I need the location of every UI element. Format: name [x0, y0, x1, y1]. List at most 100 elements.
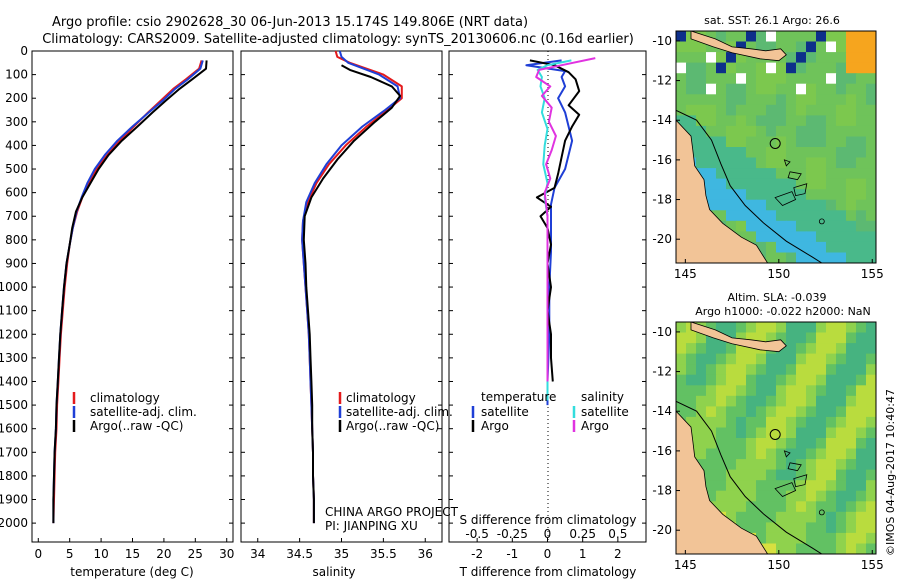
- heatmap-cell: [776, 115, 787, 127]
- heatmap-cell: [706, 136, 717, 148]
- heatmap-cell: [826, 322, 837, 334]
- heatmap-cell: [856, 157, 867, 169]
- heatmap-cell: [796, 522, 807, 534]
- heatmap-cell: [726, 427, 737, 439]
- heatmap-cell: [736, 210, 747, 222]
- heatmap-cell: [776, 332, 787, 344]
- heatmap-cell: [726, 31, 737, 43]
- heatmap-cell: [836, 427, 847, 439]
- project-pi: PI: JIANPING XU: [325, 519, 418, 533]
- heatmap-cell: [826, 241, 837, 253]
- heatmap-cell: [806, 41, 817, 53]
- heatmap-cell: [786, 543, 797, 554]
- heatmap-cell: [846, 125, 857, 137]
- heatmap-cell: [856, 364, 867, 376]
- heatmap-cell: [826, 210, 837, 222]
- heatmap-cell: [746, 178, 757, 190]
- heatmap-cell: [846, 416, 857, 428]
- heatmap-cell: [726, 364, 737, 376]
- heatmap-cell: [766, 220, 777, 232]
- heatmap-cell: [676, 406, 687, 418]
- heatmap-cell: [826, 501, 837, 513]
- heatmap-cell: [756, 136, 767, 148]
- heatmap-cell: [706, 395, 717, 407]
- heatmap-cell: [866, 364, 876, 376]
- heatmap-cell: [856, 168, 867, 180]
- heatmap-cell: [726, 322, 737, 334]
- heatmap-cell: [786, 125, 797, 137]
- heatmap-cell: [786, 385, 797, 397]
- heatmap-cell: [836, 353, 847, 365]
- heatmap-cell: [736, 501, 747, 513]
- heatmap-cell: [706, 189, 717, 201]
- heatmap-cell: [796, 364, 807, 376]
- heatmap-cell: [786, 252, 797, 263]
- heatmap-cell: [786, 374, 797, 386]
- heatmap-cell: [846, 220, 857, 232]
- heatmap-cell: [776, 448, 787, 460]
- heatmap-cell: [706, 332, 717, 344]
- heatmap-cell: [806, 469, 817, 481]
- x-tick-label: 0: [544, 547, 552, 561]
- heatmap-cell: [696, 94, 707, 106]
- heatmap-cell: [706, 168, 717, 180]
- heatmap-cell: [736, 385, 747, 397]
- depth-tick-label: 800: [5, 233, 28, 247]
- heatmap-cell: [706, 199, 717, 211]
- heatmap-cell: [826, 332, 837, 344]
- heatmap-cell: [796, 62, 807, 74]
- heatmap-cell: [736, 178, 747, 190]
- heatmap-cell: [826, 62, 837, 74]
- heatmap-cell: [826, 385, 837, 397]
- heatmap-cell: [756, 322, 767, 334]
- heatmap-cell: [826, 115, 837, 127]
- heatmap-cell: [756, 332, 767, 344]
- heatmap-cell: [756, 438, 767, 450]
- heatmap-cell: [696, 136, 707, 148]
- heatmap-cell: [846, 438, 857, 450]
- heatmap-cell: [776, 501, 787, 513]
- heatmap-cell: [846, 147, 857, 159]
- heatmap-cell: [786, 406, 797, 418]
- heatmap-cell: [736, 427, 747, 439]
- heatmap-cell: [796, 438, 807, 450]
- heatmap-cell: [816, 231, 827, 243]
- heatmap-cell: [796, 241, 807, 253]
- heatmap-cell: [716, 210, 727, 222]
- heatmap-cell: [836, 83, 847, 95]
- heatmap-cell: [786, 62, 797, 74]
- heatmap-cell: [696, 83, 707, 95]
- heatmap-cell: [746, 210, 757, 222]
- heatmap-cell: [766, 73, 777, 85]
- legend-label-climatology: climatology: [90, 391, 160, 405]
- reef-outline: [787, 462, 802, 472]
- heatmap-cell: [776, 241, 787, 253]
- heatmap-cell: [736, 511, 747, 523]
- heatmap-cell: [836, 157, 847, 169]
- heatmap-cell: [806, 168, 817, 180]
- heatmap-cell: [766, 125, 777, 137]
- heatmap-cell: [836, 115, 847, 127]
- heatmap-cell: [866, 459, 876, 471]
- heatmap-cell: [746, 469, 757, 481]
- heatmap-cell: [826, 427, 837, 439]
- heatmap-cell: [726, 73, 737, 85]
- heatmap-cell: [846, 115, 857, 127]
- heatmap-cell: [716, 427, 727, 439]
- heatmap-cell: [776, 322, 787, 334]
- heatmap-cell: [726, 469, 737, 481]
- heatmap-cell: [826, 374, 837, 386]
- heatmap-cell: [836, 94, 847, 106]
- heatmap-cell: [816, 199, 827, 211]
- heatmap-cell: [756, 406, 767, 418]
- reef-outline: [787, 171, 802, 181]
- heatmap-cell: [746, 41, 757, 53]
- heatmap-cell: [686, 41, 697, 53]
- heatmap-cell: [766, 416, 777, 428]
- series-line: [535, 57, 596, 382]
- heatmap-cell: [806, 31, 817, 43]
- heatmap-cell: [736, 157, 747, 169]
- heatmap-cell: [806, 147, 817, 159]
- heatmap-cell: [836, 104, 847, 116]
- heatmap-cell: [816, 94, 827, 106]
